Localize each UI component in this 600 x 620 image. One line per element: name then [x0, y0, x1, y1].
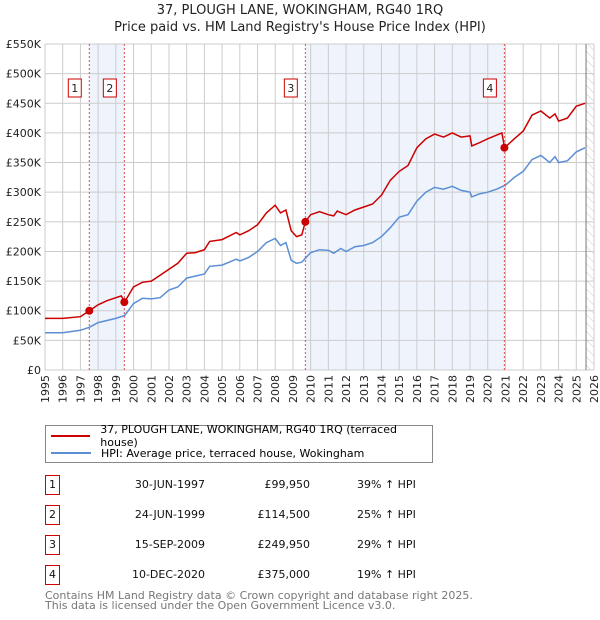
hpi-line [45, 147, 586, 334]
transaction-price: £114,500 [257, 508, 311, 521]
transaction-date: 15-SEP-2009 [134, 538, 205, 551]
transaction-hpi-change: 25% ↑ HPI [357, 508, 416, 521]
y-tick-label: £350K [6, 157, 42, 170]
y-tick-label: £150K [6, 275, 42, 288]
shaded-band [89, 44, 125, 370]
legend: 37, PLOUGH LANE, WOKINGHAM, RG40 1RQ (te… [45, 423, 433, 463]
transaction-label-box [102, 78, 117, 98]
x-tick-label: 2025 [570, 375, 583, 403]
legend-red-line [51, 435, 91, 437]
x-tick-label: 2022 [517, 375, 530, 403]
y-tick-label: £400K [6, 127, 42, 140]
transaction-point [500, 143, 509, 152]
shaded-band [305, 44, 505, 370]
y-tick-label: £450K [6, 97, 42, 110]
x-tick-label: 2009 [287, 375, 300, 403]
copyright-text: Contains HM Land Registry data © Crown c… [45, 589, 473, 602]
forecast-hatch [586, 44, 594, 370]
x-tick-label: 2026 [588, 375, 600, 403]
x-tick-label: 2011 [322, 375, 335, 403]
x-tick-label: 2000 [128, 375, 141, 403]
y-tick-label: £0 [27, 364, 41, 377]
legend-item-hpi: HPI: Average price, terraced house, Woki… [46, 445, 364, 461]
y-tick-label: £300K [6, 186, 42, 199]
transaction-hpi-change: 29% ↑ HPI [357, 538, 416, 551]
transaction-number-badge: 2 [45, 505, 60, 525]
y-tick-label: £250K [6, 216, 42, 229]
x-tick-label: 2001 [145, 375, 158, 403]
y-tick-label: £500K [6, 68, 42, 81]
transaction-label-number: 1 [71, 82, 78, 95]
transaction-point [301, 217, 310, 226]
transaction-price: £99,950 [264, 478, 311, 491]
transaction-date: 30-JUN-1997 [134, 478, 205, 491]
x-tick-label: 2018 [446, 375, 459, 403]
x-tick-label: 2007 [252, 375, 265, 403]
transaction-number-badge: 4 [45, 565, 60, 585]
footer: Contains HM Land Registry data © Crown c… [45, 589, 473, 612]
transaction-label-box [283, 78, 298, 98]
x-tick-label: 2003 [181, 375, 194, 403]
transaction-price: £375,000 [257, 568, 311, 581]
x-tick-label: 2019 [464, 375, 477, 403]
y-tick-label: £100K [6, 305, 42, 318]
chart-subtitle: Price paid vs. HM Land Registry's House … [114, 20, 486, 35]
x-tick-label: 2016 [411, 375, 424, 403]
transaction-label-number: 4 [486, 82, 493, 95]
x-tick-label: 2021 [499, 375, 512, 403]
transaction-date: 24-JUN-1999 [134, 508, 205, 521]
transaction-label-number: 2 [106, 82, 113, 95]
x-tick-label: 2017 [429, 375, 442, 403]
x-tick-label: 2010 [305, 375, 318, 403]
x-tick-label: 2020 [482, 375, 495, 403]
legend-label: HPI: Average price, terraced house, Woki… [101, 446, 365, 460]
y-tick-label: £550K [6, 38, 42, 51]
x-tick-label: 2013 [358, 375, 371, 403]
property-price-line [45, 102, 586, 320]
x-tick-label: 1996 [57, 375, 70, 403]
transaction-number-badge: 3 [45, 535, 60, 555]
x-tick-label: 2015 [393, 375, 406, 403]
x-tick-label: 1997 [74, 375, 87, 403]
x-tick-label: 1999 [110, 375, 123, 403]
transaction-label-box [67, 78, 82, 98]
x-tick-label: 2006 [234, 375, 247, 403]
legend-blue-line [51, 452, 91, 454]
x-tick-label: 2005 [216, 375, 229, 403]
x-tick-label: 2002 [163, 375, 176, 403]
x-tick-label: 2023 [535, 375, 548, 403]
legend-label: 37, PLOUGH LANE, WOKINGHAM, RG40 1RQ (te… [100, 423, 397, 449]
transaction-point [85, 306, 94, 315]
x-tick-label: 2012 [340, 375, 353, 403]
x-tick-label: 1998 [92, 375, 105, 403]
transaction-point [120, 298, 129, 307]
x-tick-label: 2024 [553, 375, 566, 403]
x-tick-label: 2014 [375, 375, 388, 403]
transaction-date: 10-DEC-2020 [131, 568, 205, 581]
transaction-hpi-change: 19% ↑ HPI [357, 568, 416, 581]
transaction-number-badge: 1 [45, 475, 60, 495]
x-tick-label: 2008 [269, 375, 282, 403]
licence-text: This data is licensed under the Open Gov… [45, 599, 396, 612]
transaction-hpi-change: 39% ↑ HPI [357, 478, 416, 491]
transaction-label-box [482, 78, 497, 98]
y-tick-label: £50K [13, 334, 42, 347]
transaction-price: £249,950 [257, 538, 311, 551]
chart-title: 37, PLOUGH LANE, WOKINGHAM, RG40 1RQ [156, 3, 444, 18]
legend-item-property: 37, PLOUGH LANE, WOKINGHAM, RG40 1RQ (te… [46, 423, 432, 449]
x-tick-label: 2004 [198, 375, 211, 403]
y-tick-label: £200K [6, 245, 42, 258]
x-tick-label: 1995 [39, 375, 52, 403]
transaction-label-number: 3 [287, 82, 294, 95]
price-chart: 1995 1996 1997 1998 1999 2000 2001 2002 2003 2004… [6, 38, 600, 403]
